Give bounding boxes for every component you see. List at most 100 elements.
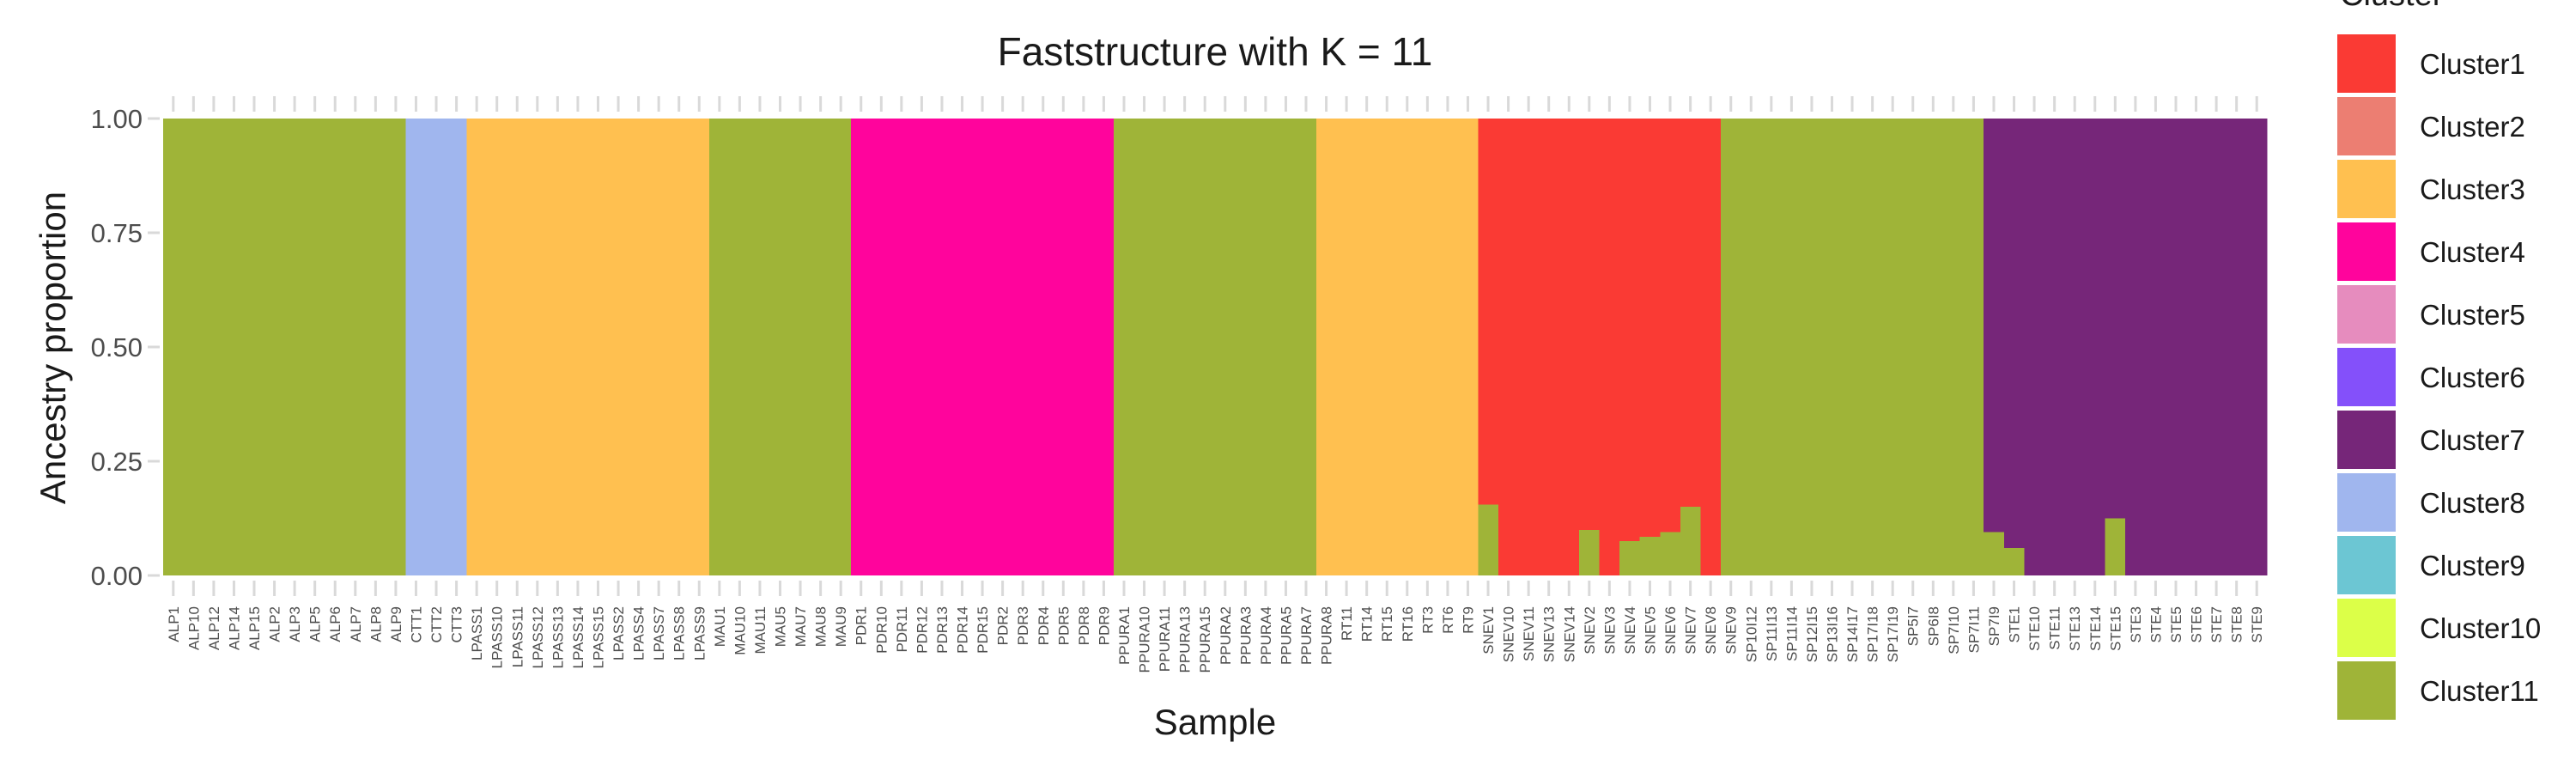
- x-tick-label: PPURA13: [1177, 606, 1194, 673]
- x-tick-label: LPASS4: [631, 606, 647, 660]
- legend-label-cluster6: Cluster6: [2420, 362, 2525, 393]
- bar-snev13: [1538, 119, 1560, 575]
- bar-ste1: [2003, 119, 2025, 575]
- bar-ste13: [2064, 119, 2086, 575]
- x-tick-label: ALP6: [327, 606, 343, 642]
- bar-mau7: [790, 119, 811, 575]
- bar-alp2: [264, 119, 285, 575]
- x-tick-label: ALP1: [166, 606, 182, 642]
- x-tick-label: ALP7: [348, 606, 364, 642]
- legend-swatch-cluster3: [2337, 160, 2396, 218]
- bar-ppura4: [1255, 119, 1277, 575]
- x-tick-label: PPURA4: [1258, 606, 1274, 665]
- bar-rt16: [1397, 119, 1419, 575]
- x-tick-label: ALP15: [246, 606, 263, 650]
- bar-pdr11: [891, 119, 913, 575]
- x-tick-label: PPURA15: [1197, 606, 1213, 673]
- x-tick-label: CTT2: [428, 606, 445, 643]
- bar-ste11: [2044, 119, 2066, 575]
- bar-rt11: [1336, 119, 1358, 575]
- x-tick-label: STE4: [2148, 606, 2164, 643]
- bar-sp7i11: [1963, 119, 1984, 575]
- x-tick-label: STE15: [2107, 606, 2123, 651]
- legend-swatch-cluster4: [2337, 222, 2396, 281]
- bar-snev7: [1680, 119, 1701, 575]
- chart-title: Faststructure with K = 11: [998, 29, 1433, 74]
- x-tick-label: RT3: [1419, 606, 1436, 634]
- x-tick-label: SNEV9: [1723, 606, 1740, 654]
- bar-ppura15: [1194, 119, 1216, 575]
- x-tick-label: PDR8: [1076, 606, 1092, 645]
- x-tick-label: ALP2: [267, 606, 283, 642]
- x-tick-label: MAU9: [833, 606, 849, 647]
- x-tick-label: STE9: [2249, 606, 2265, 643]
- bar-snev11: [1518, 119, 1540, 575]
- x-tick-label: PDR10: [873, 606, 890, 654]
- bar-lpass8: [668, 119, 690, 575]
- bar-alp8: [365, 119, 386, 575]
- x-tick-label: STE8: [2229, 606, 2245, 643]
- bar-pdr4: [1032, 119, 1054, 575]
- x-tick-label: PDR4: [1036, 606, 1052, 645]
- y-axis: 0.00 0.25 0.50 0.75 1.00: [91, 104, 160, 591]
- bar-segment-snev7: [1680, 507, 1701, 575]
- bar-pdr15: [972, 119, 993, 575]
- bar-ste8: [2226, 119, 2248, 575]
- x-tick-label: SNEV6: [1662, 606, 1679, 654]
- bar-mau5: [769, 119, 791, 575]
- bar-ste5: [2166, 119, 2187, 575]
- bar-snev9: [1720, 119, 1742, 575]
- x-tick-label: STE7: [2208, 606, 2225, 643]
- x-tick-label: SP5I7: [1905, 606, 1922, 646]
- bar-lpass15: [587, 119, 609, 575]
- x-tick-label: ALP3: [287, 606, 303, 642]
- x-tick-label: CTT3: [449, 606, 465, 643]
- bar-ste14: [2084, 119, 2106, 575]
- x-tick-label: PDR2: [995, 606, 1012, 645]
- x-tick-label: PDR1: [854, 606, 870, 645]
- x-tick-label: ALP9: [388, 606, 404, 642]
- bar-rt14: [1356, 119, 1378, 575]
- bar-ctt3: [446, 119, 467, 575]
- bar-pdr14: [951, 119, 973, 575]
- bar-lpass12: [527, 119, 549, 575]
- bar-sp12i15: [1801, 119, 1823, 575]
- bar-ste10: [2024, 119, 2045, 575]
- x-tick-label: LPASS8: [671, 606, 688, 660]
- bar-ppura11: [1154, 119, 1176, 575]
- x-tick-label: SP6I8: [1925, 606, 1941, 646]
- bar-rt3: [1417, 119, 1438, 575]
- x-tick-label: RT15: [1379, 606, 1395, 642]
- x-tick-label: SP11I14: [1783, 606, 1800, 661]
- x-tick-label: ALP8: [368, 606, 384, 642]
- bar-sp7i10: [1943, 119, 1965, 575]
- x-tick-label: LPASS14: [570, 606, 586, 668]
- legend-swatch-cluster10: [2337, 599, 2396, 657]
- bar-sp17i19: [1882, 119, 1904, 575]
- bar-sp10i12: [1741, 119, 1762, 575]
- x-tick-label: ALP5: [307, 606, 324, 642]
- bar-rt15: [1376, 119, 1398, 575]
- x-tick-label: STE10: [2026, 606, 2043, 651]
- bar-segment-snev5: [1639, 536, 1661, 575]
- x-tick-label: PDR11: [894, 606, 910, 653]
- bar-sp17i18: [1862, 119, 1884, 575]
- legend-label-cluster3: Cluster3: [2420, 173, 2525, 205]
- bar-snev5: [1639, 119, 1661, 575]
- x-tick-label: LPASS12: [530, 606, 546, 668]
- bar-segment-snev4: [1619, 541, 1641, 575]
- x-tick-label: STE14: [2087, 606, 2104, 651]
- bar-mau11: [750, 119, 771, 575]
- bar-rt6: [1437, 119, 1459, 575]
- x-tick-label: PPURA5: [1278, 606, 1294, 665]
- bar-sp11i14: [1781, 119, 1802, 575]
- legend-label-cluster4: Cluster4: [2420, 236, 2525, 268]
- legend-swatch-cluster8: [2337, 473, 2396, 532]
- x-tick-label: RT14: [1359, 606, 1376, 642]
- x-tick-label: LPASS9: [691, 606, 708, 660]
- bar-mau8: [810, 119, 832, 575]
- bar-snev3: [1599, 119, 1620, 575]
- x-tick-labels: ALP1 ALP10 ALP12 ALP14 ALP15 ALP2 ALP3 ALP5 ALP6…: [166, 606, 2265, 673]
- bar-lpass14: [568, 119, 589, 575]
- bar-mau10: [729, 119, 750, 575]
